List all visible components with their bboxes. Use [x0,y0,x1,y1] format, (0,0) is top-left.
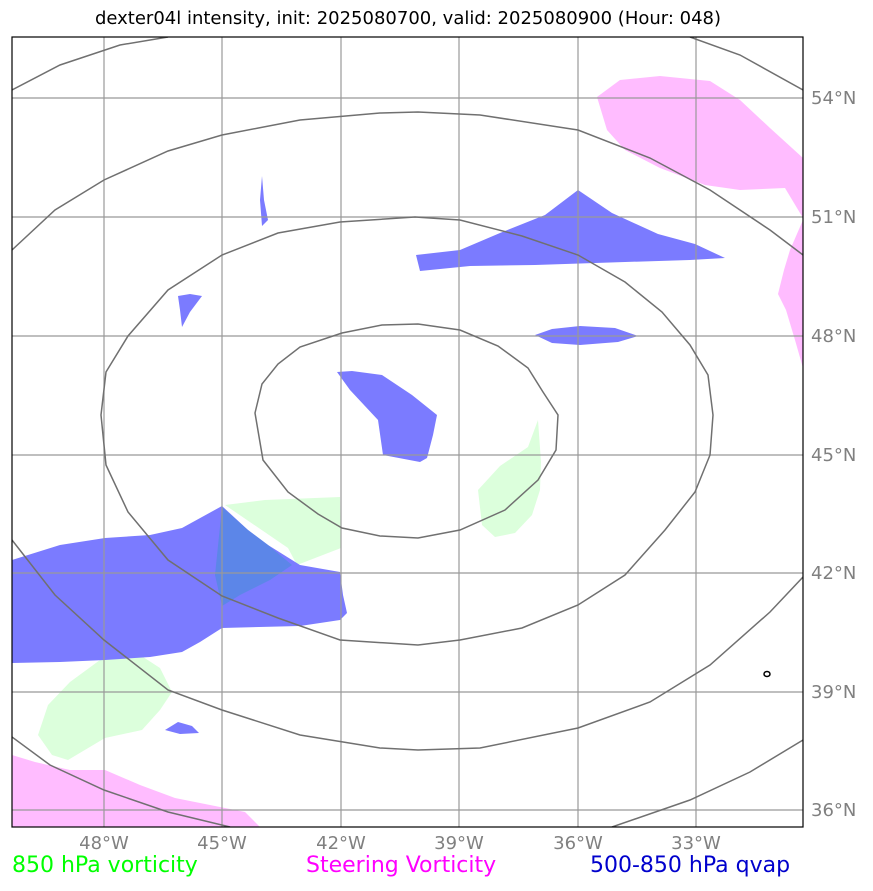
lat-tick-label: 51°N [811,207,856,228]
vorticity-850-fill [38,420,541,760]
contour-ring-3b [12,539,803,751]
contour-ring-1 [254,323,559,539]
plot-frame [11,36,804,828]
lat-tick-labels: 54°N 51°N 48°N 45°N 42°N 39°N 36°N [811,88,856,821]
map-title: dexter04l intensity, init: 2025080700, v… [94,8,722,29]
lon-tick-label: 36°W [553,833,603,854]
overlap-fill [215,507,292,606]
contour-ring-4c [12,736,231,827]
lat-tick-label: 48°N [811,326,856,347]
lat-tick-label: 36°N [811,800,856,821]
gridlines [12,37,803,827]
steering-vorticity-fill [12,76,803,827]
lat-tick-label: 42°N [811,563,856,584]
lon-tick-label: 45°W [197,833,247,854]
lat-tick-label: 39°N [811,682,856,703]
contour-ring-4 [12,37,169,91]
contour-ring-3 [12,111,803,256]
lat-tick-label: 54°N [811,88,856,109]
contour-ring-4d [611,739,803,827]
lon-tick-label: 33°W [671,833,721,854]
lon-tick-label: 42°W [316,833,366,854]
legend-qvap: 500-850 hPa qvap [590,853,791,878]
contour-ring-4b [689,37,803,91]
lon-tick-label: 48°W [79,833,129,854]
lon-tick-labels: 48°W 45°W 42°W 39°W 36°W 33°W [79,833,721,854]
legend-steering-vorticity: Steering Vorticity [306,853,497,878]
lon-tick-label: 39°W [434,833,484,854]
contour-rings [12,37,803,827]
contour-ring-2 [100,216,714,646]
small-black-contour [763,670,771,678]
legend-850-vorticity: 850 hPa vorticity [12,853,198,878]
lat-tick-label: 45°N [811,445,856,466]
